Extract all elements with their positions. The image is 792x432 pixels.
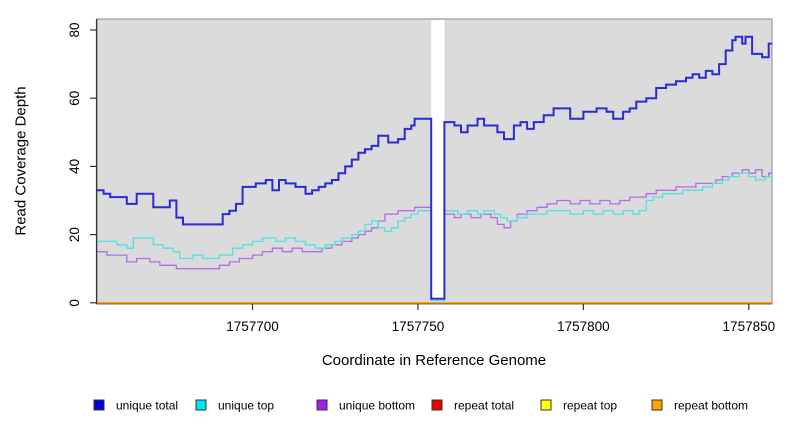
x-tick-label: 1757750 [392,319,445,334]
y-tick-label: 80 [67,22,82,37]
y-tick-label: 40 [67,159,82,174]
legend-swatch-repeat-total [431,399,443,411]
y-axis-title: Read Coverage Depth [12,86,30,236]
y-tick-label: 60 [67,91,82,106]
y-tick-label: 0 [67,299,82,307]
legend-swatch-unique-total [93,399,105,411]
legend-swatch-repeat-top [540,399,552,411]
x-tick-label: 1757850 [723,319,776,334]
series-unique-top [97,172,772,302]
series-unique-total [97,35,772,300]
legend-label-unique-bottom: unique bottom [339,399,415,413]
legend-label-unique-top: unique top [218,399,274,413]
legend-swatch-repeat-bottom [651,399,663,411]
legend-label-repeat-top: repeat top [563,399,617,413]
legend-swatch-unique-bottom [316,399,328,411]
legend-swatch-unique-top [195,399,207,411]
y-tick-label: 20 [67,227,82,242]
x-axis-title: Coordinate in Reference Genome [321,352,547,369]
x-tick-label: 1757700 [226,319,279,334]
legend-label-repeat-total: repeat total [454,399,514,413]
x-tick-label: 1757800 [557,319,610,334]
legend-label-repeat-bottom: repeat bottom [674,399,748,413]
legend-label-unique-total: unique total [116,399,178,413]
coverage-gap-band [431,20,445,303]
